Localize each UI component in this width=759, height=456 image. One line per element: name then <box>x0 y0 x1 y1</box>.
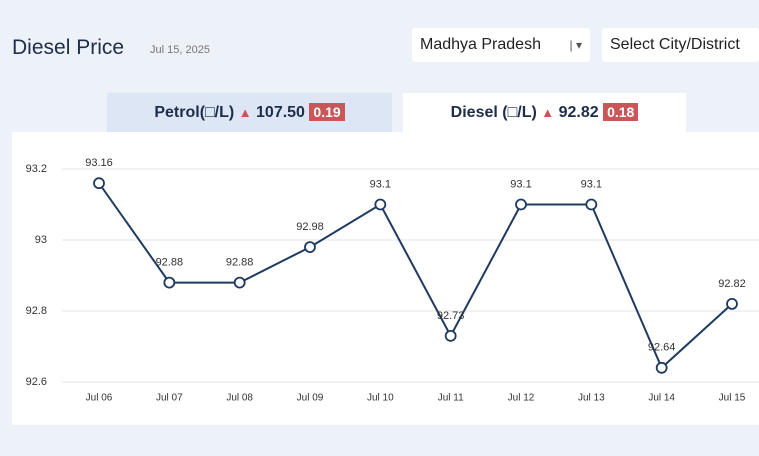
y-tick-label: 92.8 <box>26 305 47 317</box>
x-tick-label: Jul 08 <box>226 393 253 404</box>
data-label: 92.73 <box>437 310 465 322</box>
petrol-tab[interactable]: Petrol(□/L) ▲ 107.50 0.19 <box>107 93 392 132</box>
state-dropdown[interactable]: Madhya Pradesh | ▾ <box>412 28 590 62</box>
point <box>233 276 246 289</box>
data-label: 92.88 <box>156 257 184 269</box>
city-label: Select City/District <box>610 36 740 53</box>
x-tick-label: Jul 12 <box>508 393 535 404</box>
point <box>444 329 457 342</box>
point <box>374 198 387 211</box>
data-label: 93.16 <box>85 157 113 169</box>
data-label: 92.64 <box>648 342 676 354</box>
x-tick-label: Jul 14 <box>648 393 675 404</box>
point <box>163 276 176 289</box>
data-label: 93.1 <box>370 178 391 190</box>
date: Jul 15, 2025 <box>150 44 210 56</box>
data-label: 93.1 <box>510 178 531 190</box>
point <box>655 361 668 374</box>
page-title: Diesel Price <box>12 36 125 59</box>
data-label: 92.82 <box>718 278 746 290</box>
data-label: 92.98 <box>296 221 324 233</box>
x-tick-label: Jul 07 <box>156 393 183 404</box>
x-tick-label: Jul 06 <box>86 393 113 404</box>
tab-price: 92.82 <box>558 104 599 121</box>
data-label: 92.88 <box>226 257 254 269</box>
tab-label: Petrol(□/L) <box>154 104 235 121</box>
x-tick-label: Jul 09 <box>297 393 324 404</box>
chart-panel <box>12 132 759 425</box>
x-tick-label: Jul 13 <box>578 393 605 404</box>
point <box>585 198 598 211</box>
tab-price: 107.50 <box>256 104 305 121</box>
point <box>726 297 738 310</box>
point <box>93 177 105 190</box>
tab-label: Diesel (□/L) <box>450 104 537 121</box>
x-tick-label: Jul 15 <box>719 393 746 404</box>
point <box>304 241 316 254</box>
y-tick-label: 93 <box>35 234 47 246</box>
tab-change: 0.19 <box>309 103 345 121</box>
y-tick-label: 92.6 <box>26 376 47 388</box>
data-label: 93.1 <box>581 178 602 190</box>
city-dropdown[interactable]: Select City/District <box>602 28 759 62</box>
x-tick-label: Jul 11 <box>438 393 464 404</box>
tab-change: 0.18 <box>603 103 639 121</box>
diesel-tab[interactable]: Diesel (□/L) ▲ 92.82 0.18 <box>403 93 686 132</box>
line <box>98 182 733 370</box>
y-tick-label: 93.2 <box>26 163 47 175</box>
state-label: Madhya Pradesh <box>420 36 541 53</box>
point <box>515 198 527 211</box>
x-tick-label: Jul 10 <box>367 393 394 404</box>
